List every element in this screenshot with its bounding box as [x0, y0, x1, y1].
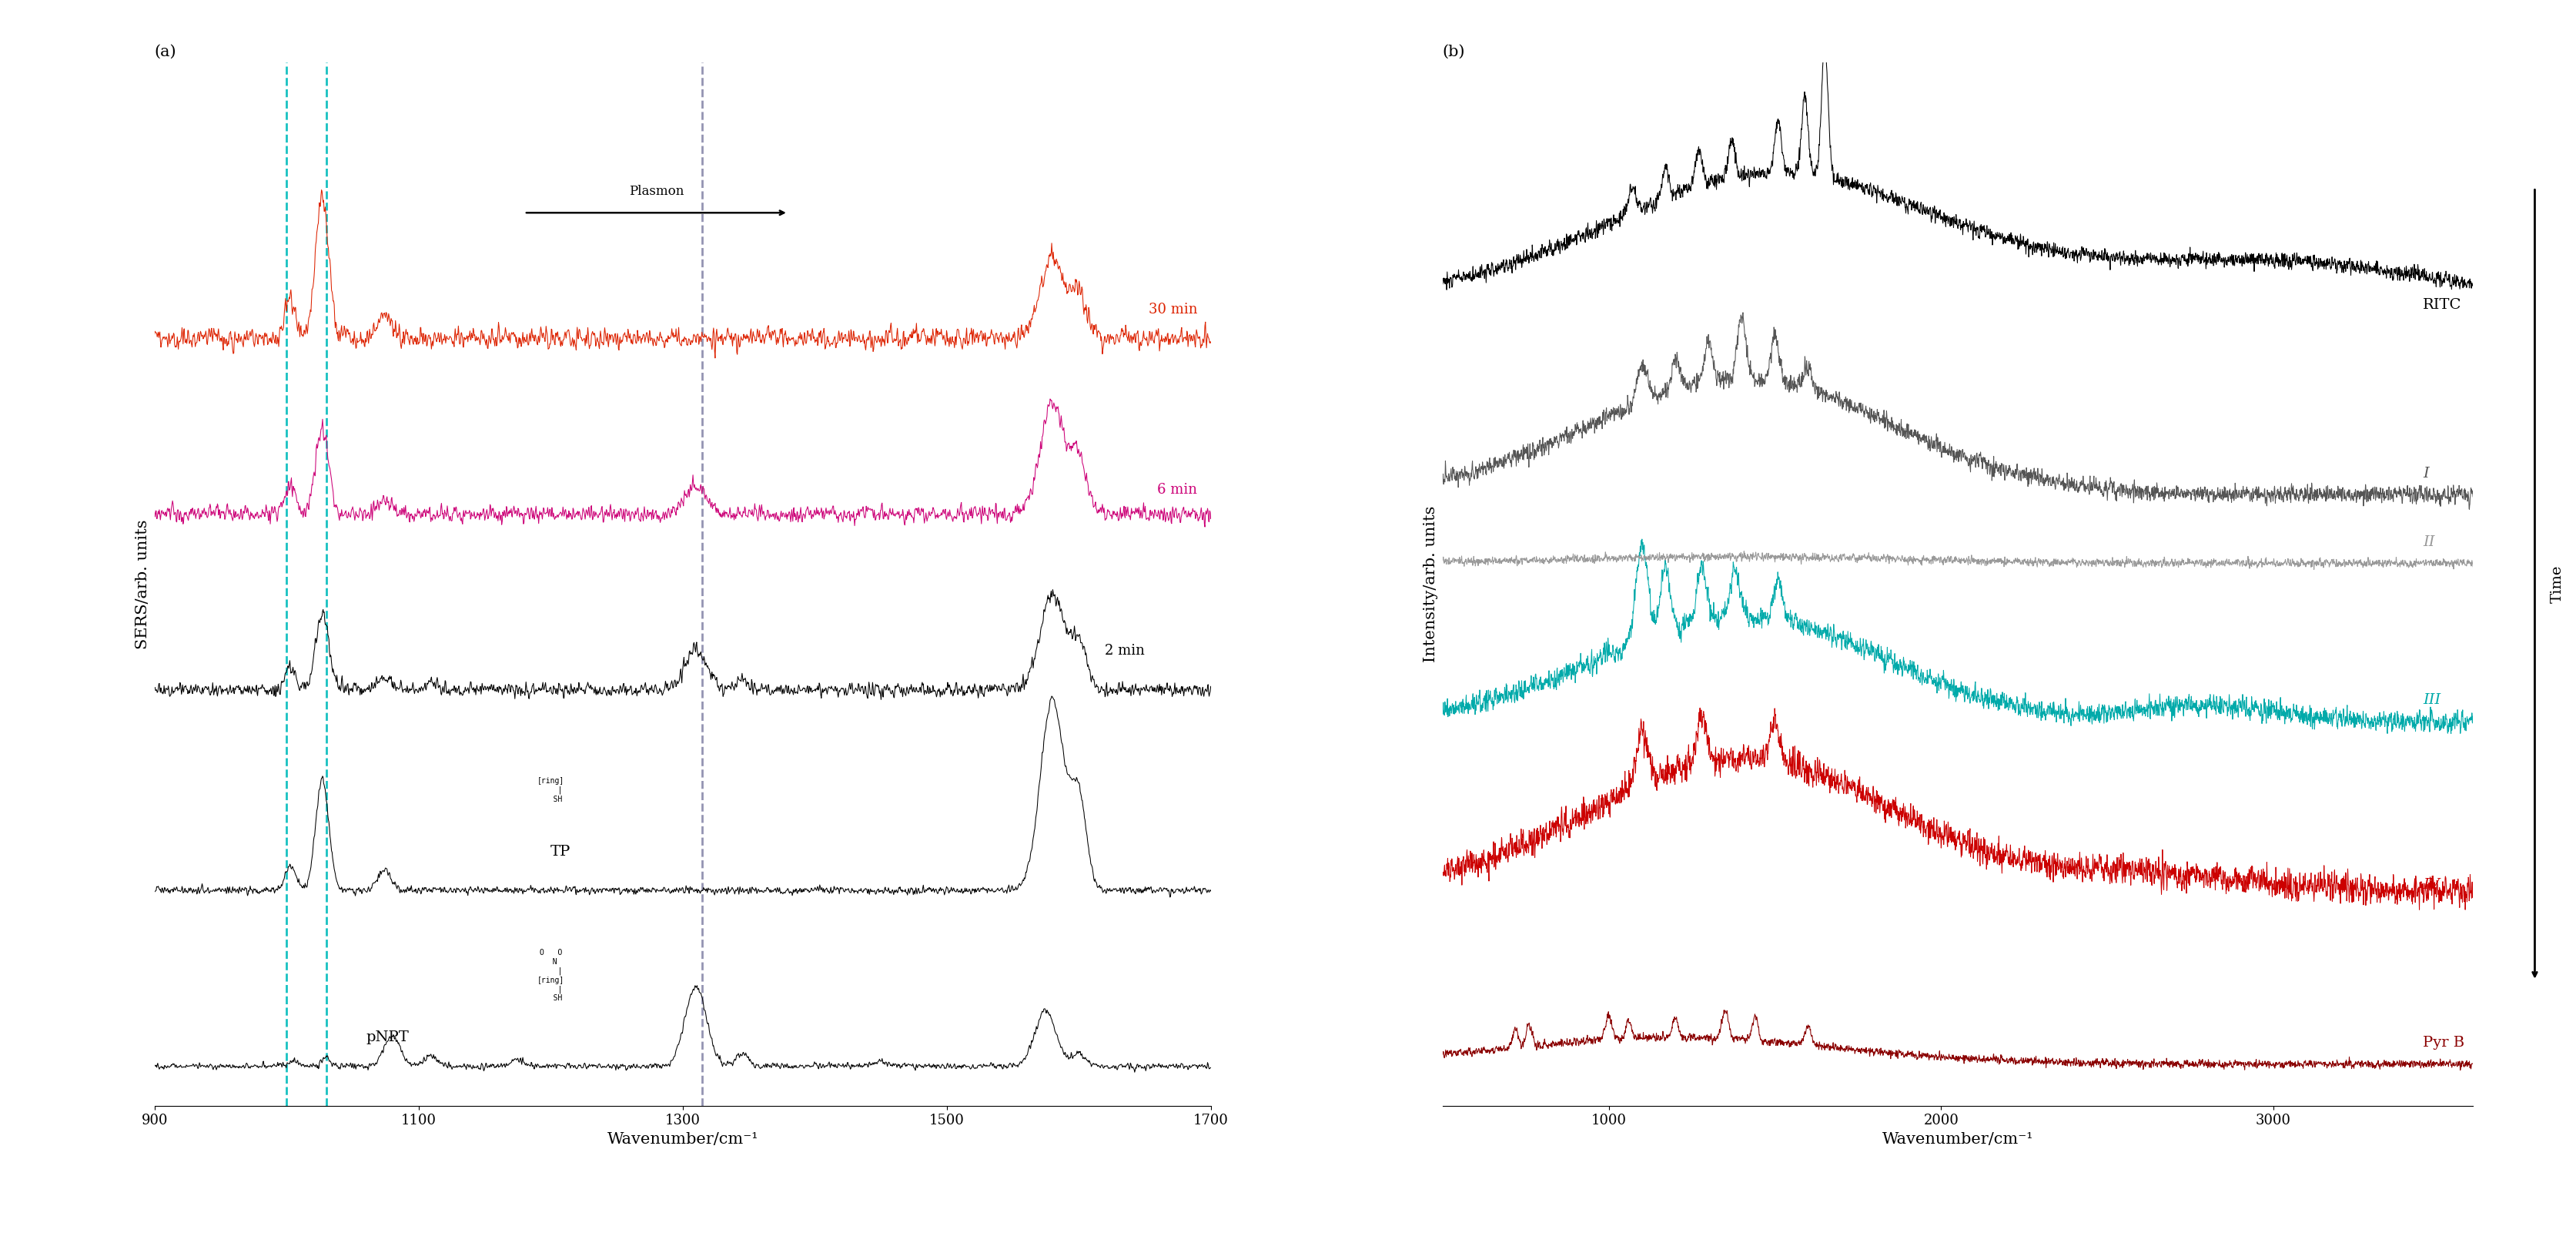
- Text: II: II: [2424, 534, 2434, 549]
- Text: 2 min: 2 min: [1105, 644, 1144, 658]
- Text: O   O
  N
    |
[ring]
    |
   SH: O O N | [ring] | SH: [536, 950, 564, 1002]
- X-axis label: Wavenumber/cm⁻¹: Wavenumber/cm⁻¹: [608, 1132, 757, 1146]
- Text: (b): (b): [1443, 45, 1466, 58]
- Text: III: III: [2424, 694, 2442, 707]
- Y-axis label: Intensity/arb. units: Intensity/arb. units: [1425, 506, 1437, 663]
- Text: [ring]
    |
   SH: [ring] | SH: [536, 777, 564, 803]
- Text: Time: Time: [2550, 566, 2563, 603]
- X-axis label: Wavenumber/cm⁻¹: Wavenumber/cm⁻¹: [1883, 1132, 2032, 1146]
- Text: RITC: RITC: [2424, 298, 2463, 312]
- Text: (a): (a): [155, 45, 178, 58]
- Text: 6 min: 6 min: [1157, 484, 1198, 497]
- Y-axis label: SERS/arb. units: SERS/arb. units: [137, 520, 149, 649]
- Text: Plasmon: Plasmon: [629, 185, 683, 198]
- Text: 30 min: 30 min: [1149, 302, 1198, 316]
- Text: pNPT: pNPT: [366, 1030, 410, 1044]
- Text: Pyr B: Pyr B: [2424, 1037, 2465, 1050]
- Text: I: I: [2424, 466, 2429, 480]
- Text: TP: TP: [551, 844, 572, 859]
- Text: IV: IV: [2424, 878, 2439, 891]
